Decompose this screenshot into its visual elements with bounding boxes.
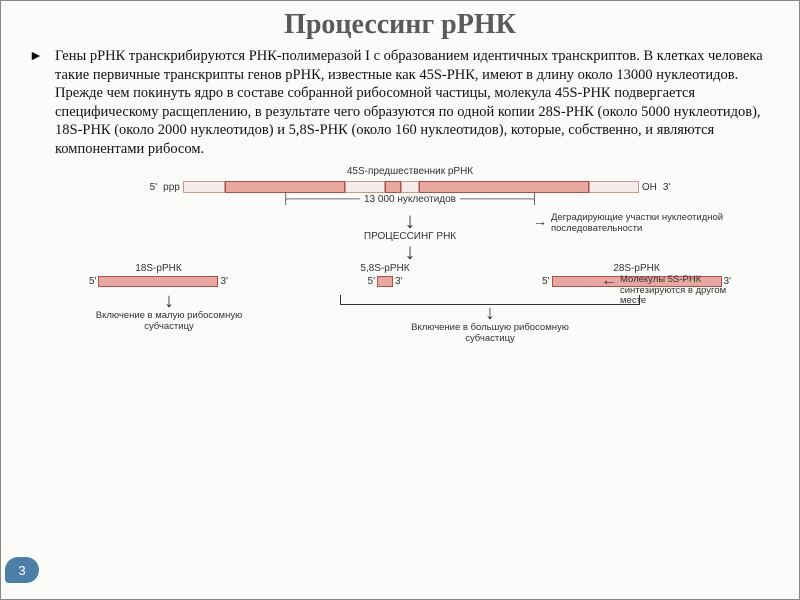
down-arrow-icon: ↓ <box>249 305 731 321</box>
precursor-bar <box>183 181 639 193</box>
body-paragraph: Гены рРНК транскрибируются РНК-полимераз… <box>55 47 765 158</box>
precursor-bar-row: 5' ppp OH 3' <box>89 181 731 193</box>
degradation-note: Деградирующие участки нуклеотидной после… <box>551 213 731 234</box>
product-column: 5,8S-рРНК 5' 3' <box>360 263 409 287</box>
segment-spacer <box>401 181 419 193</box>
product-label: 5,8S-рРНК <box>360 263 409 274</box>
page-number: 3 <box>18 563 25 578</box>
page-number-badge: 3 <box>5 557 39 583</box>
segment-spacer <box>345 181 385 193</box>
bullet-icon: ► <box>29 47 55 166</box>
five-s-note: ← Молекулы 5S-РНК синтезируются в другом… <box>601 275 751 306</box>
five-prime-label: 5' <box>368 276 375 287</box>
left-arrow-icon: ← <box>601 275 617 288</box>
diagram-area: 45S-предшественник рРНК 5' ppp OH 3' ├──… <box>89 166 731 345</box>
five-prime-label: 5' <box>147 182 160 193</box>
five-prime-label: 5' <box>542 276 549 287</box>
segment-spacer <box>589 181 639 193</box>
large-subunit-text: Включение в большую рибосомную субчастиц… <box>390 323 590 345</box>
product-bar-row: 5' 3' <box>89 276 228 287</box>
body-row: ► Гены рРНК транскрибируются РНК-полимер… <box>29 47 771 166</box>
ppp-label: ppp <box>160 182 183 193</box>
right-arrow-icon: → <box>533 213 547 229</box>
slide-container: Процессинг рРНК ► Гены рРНК транскрибиру… <box>0 0 800 600</box>
down-arrow-icon: ↓ <box>368 244 452 259</box>
oh-label: OH <box>639 182 660 193</box>
five-prime-label: 5' <box>89 276 96 287</box>
slide-title: Процессинг рРНК <box>29 9 771 41</box>
three-prime-label: 3' <box>395 276 402 287</box>
segment-coding <box>385 181 401 193</box>
segment-coding <box>419 181 589 193</box>
product-bar <box>377 276 393 287</box>
down-arrow-icon: ↓ <box>89 293 249 309</box>
down-arrow-icon: ↓ <box>368 213 452 228</box>
length-label: 13 000 нуклеотидов <box>364 194 456 205</box>
precursor-label: 45S-предшественник рРНК <box>89 166 731 177</box>
three-prime-label: 3' <box>660 182 673 193</box>
product-label: 18S-рРНК <box>89 263 228 274</box>
length-dimension: ├────────── 13 000 нуклеотидов ─────────… <box>89 194 731 205</box>
small-subunit-text: Включение в малую рибосомную субчастицу <box>89 311 249 333</box>
processing-block: ↓ ПРОЦЕССИНГ РНК ↓ → Деградирующие участ… <box>89 213 731 259</box>
product-bar <box>98 276 218 287</box>
product-label: 28S-рРНК <box>542 263 731 274</box>
product-bar-row: 5' 3' <box>360 276 409 287</box>
three-prime-label: 3' <box>220 276 227 287</box>
inclusion-row: ↓ Включение в малую рибосомную субчастиц… <box>89 293 731 345</box>
segment-coding <box>225 181 345 193</box>
product-column: 18S-рРНК 5' 3' <box>89 263 228 287</box>
segment-spacer <box>183 181 225 193</box>
five-s-note-text: Молекулы 5S-РНК синтезируются в другом м… <box>620 275 751 306</box>
